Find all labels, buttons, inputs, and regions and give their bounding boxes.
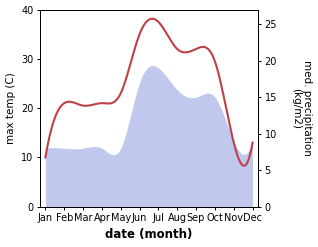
X-axis label: date (month): date (month) xyxy=(105,228,193,242)
Y-axis label: med. precipitation
(kg/m2): med. precipitation (kg/m2) xyxy=(291,60,313,156)
Y-axis label: max temp (C): max temp (C) xyxy=(5,72,16,144)
